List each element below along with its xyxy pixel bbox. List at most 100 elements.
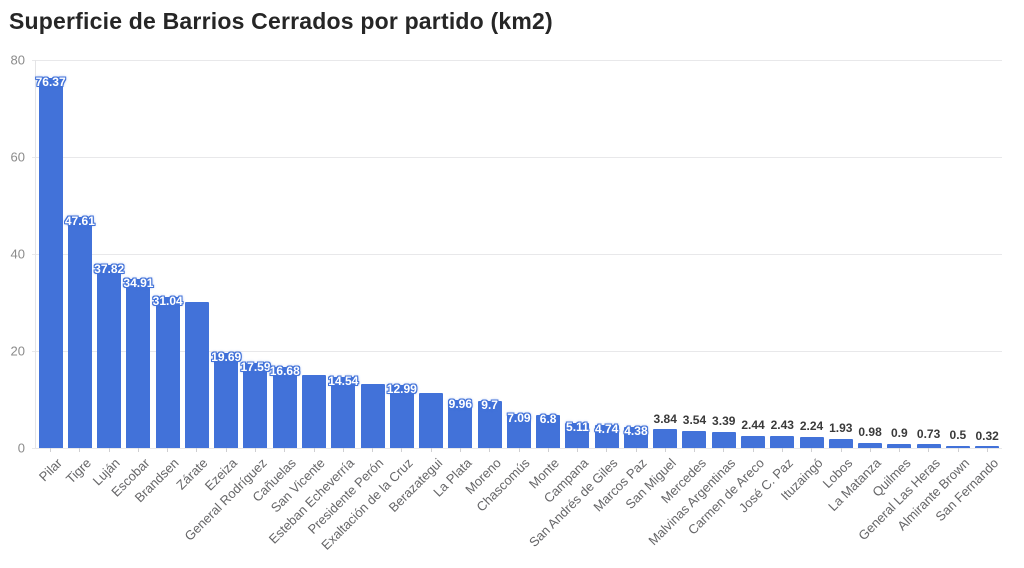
bar-slot: 0.32	[973, 60, 1002, 448]
bar-slot: 2.24	[797, 60, 826, 448]
bar-slot: 3.54	[680, 60, 709, 448]
bar	[419, 392, 444, 448]
bar-value-label: 3.54	[682, 413, 707, 428]
x-tick-mark	[986, 448, 988, 452]
bar-value-label: 5.11	[566, 420, 589, 435]
bar: 9.7	[477, 397, 502, 448]
gridline	[32, 254, 1002, 255]
bar	[360, 383, 385, 448]
x-tick-mark	[664, 448, 666, 452]
bar-slot: 9.96	[446, 60, 475, 448]
bar: 4.74	[594, 422, 619, 448]
y-tick-label: 0	[17, 440, 25, 456]
bar: 0.9	[887, 426, 912, 448]
x-tick-mark	[577, 448, 579, 452]
bar: 4.38	[623, 423, 648, 448]
bar: 3.39	[711, 414, 736, 448]
bar-slot: 34.91	[123, 60, 153, 448]
bar-slot: 2.43	[768, 60, 797, 448]
x-tick-mark	[489, 448, 491, 452]
y-axis-line	[35, 60, 36, 448]
bar-value-label: 31.04	[152, 294, 183, 309]
bar: 37.82	[94, 262, 124, 448]
bar: 17.59	[240, 359, 271, 448]
bar-slot	[182, 60, 211, 448]
x-tick-mark	[752, 448, 754, 452]
x-tick-mark	[79, 448, 81, 452]
x-tick-mark	[196, 448, 198, 452]
bar-slot: 3.39	[709, 60, 738, 448]
bar	[184, 301, 209, 448]
bars-container: 76.37 47.61 37.82 34.91 31.04 19.69 17.59 16.68…	[36, 60, 1002, 448]
bar: 34.91	[123, 276, 153, 448]
y-tick-label: 20	[10, 343, 25, 359]
y-tick-label: 60	[10, 149, 25, 165]
bar: 0.32	[975, 429, 1000, 448]
x-tick-mark	[50, 448, 52, 452]
chart-title: Superficie de Barrios Cerrados por parti…	[9, 8, 553, 34]
bar-value-label: 0.73	[916, 426, 941, 441]
bar-value-label: 14.54	[328, 374, 359, 389]
x-tick-label: Tigre	[62, 455, 94, 487]
bar-slot: 47.61	[64, 60, 95, 448]
bar-slot: 7.09	[504, 60, 533, 448]
gridline	[32, 157, 1002, 158]
x-tick-mark	[430, 448, 432, 452]
x-tick-mark	[606, 448, 608, 452]
bar-value-label: 2.24	[799, 419, 824, 434]
bar: 12.99	[386, 382, 417, 448]
bar-slot: 5.11	[563, 60, 592, 448]
gridline	[32, 60, 1002, 61]
bar: 19.69	[211, 349, 242, 448]
bar: 2.24	[799, 420, 824, 448]
bar-value-label: 19.69	[211, 349, 242, 364]
x-tick-mark	[137, 448, 139, 452]
bar-value-label: 12.99	[386, 382, 417, 396]
bar-value-label: 2.44	[741, 418, 765, 433]
x-tick-mark	[255, 448, 257, 452]
bar-slot: 17.59	[240, 60, 271, 448]
bar-slot	[416, 60, 445, 448]
x-tick-label: Pilar	[35, 455, 65, 485]
bar-slot: 37.82	[94, 60, 124, 448]
bar: 9.96	[448, 396, 473, 448]
bar-value-label: 0.32	[975, 428, 999, 443]
gridline	[32, 351, 1002, 352]
x-tick-mark	[635, 448, 637, 452]
bar-value-label: 47.61	[64, 214, 95, 229]
bar: 3.54	[682, 413, 707, 448]
bar-value-label: 4.74	[594, 422, 619, 437]
gridline	[32, 448, 1002, 449]
bar-value-label: 7.09	[507, 410, 531, 425]
plot-area: 76.37 47.61 37.82 34.91 31.04 19.69 17.59 16.68…	[32, 60, 1002, 553]
bar: 14.54	[328, 374, 359, 448]
bar: 76.37	[36, 75, 66, 448]
x-tick-mark	[869, 448, 871, 452]
bar-value-label: 17.59	[240, 359, 271, 374]
x-tick-mark	[547, 448, 549, 452]
bar-value-label: 4.38	[624, 423, 648, 438]
y-tick-label: 80	[10, 52, 25, 68]
x-tick-mark	[108, 448, 110, 452]
bar-value-label: 6.8	[539, 412, 557, 427]
bar-value-label: 3.39	[712, 413, 736, 428]
bar-slot: 16.68	[270, 60, 300, 448]
x-tick-mark	[167, 448, 169, 452]
bar: 7.09	[506, 410, 531, 448]
x-tick-mark	[723, 448, 725, 452]
bar: 31.04	[152, 294, 183, 448]
x-tick-mark	[694, 448, 696, 452]
bar-value-label: 0.98	[858, 425, 882, 440]
bar-value-label: 3.84	[653, 411, 677, 426]
bar-value-label: 9.7	[481, 397, 498, 412]
x-tick-mark	[957, 448, 959, 452]
x-tick-mark	[342, 448, 344, 452]
y-axis: 0 20 40 60 80	[0, 54, 28, 455]
bar: 5.11	[565, 420, 590, 448]
bar-value-label: 9.96	[448, 396, 473, 411]
bar-value-label: 1.93	[829, 420, 853, 435]
bar-slot: 76.37	[36, 60, 66, 448]
bar: 0.73	[916, 427, 941, 448]
x-tick-mark	[284, 448, 286, 452]
y-tick-label: 40	[10, 246, 25, 262]
